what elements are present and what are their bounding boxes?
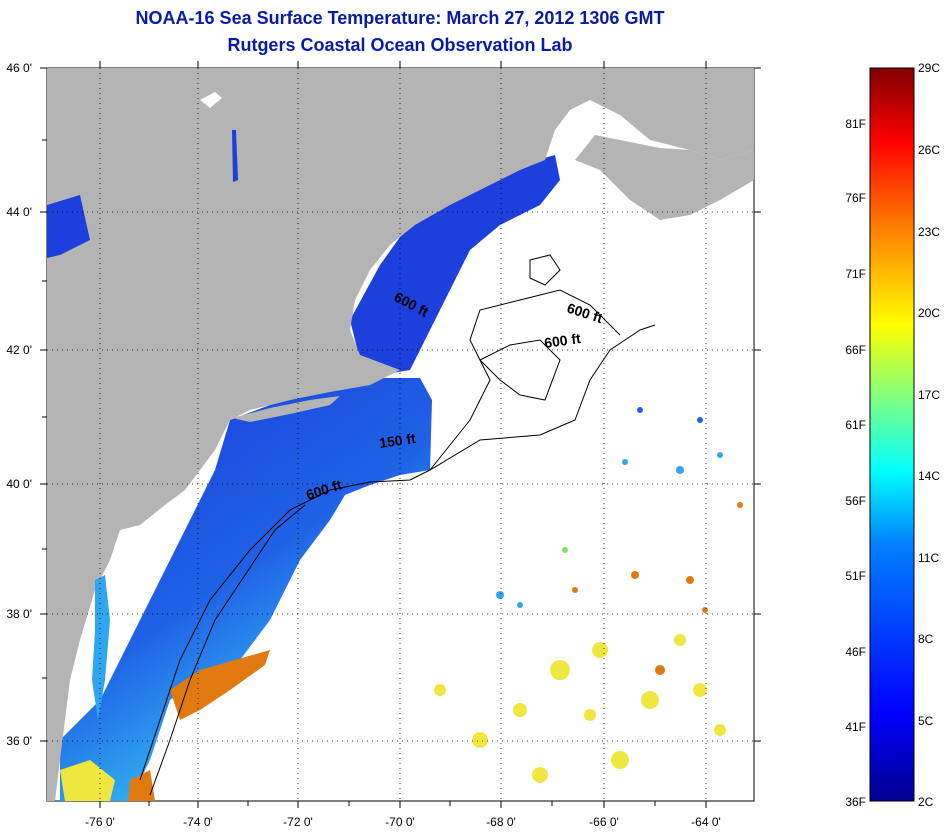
depth-contours <box>139 254 656 796</box>
celsius-label: 17C <box>918 388 940 402</box>
mid-atlantic-shelf-water <box>60 378 432 801</box>
lake-champlain <box>232 130 238 182</box>
celsius-label: 26C <box>918 143 940 157</box>
warm-nearshore-orange <box>128 770 155 801</box>
fahrenheit-label: 51F <box>845 569 866 583</box>
lon-label: -70 0' <box>385 815 415 829</box>
land-mainland <box>47 68 754 801</box>
fahrenheit-labels: 81F 76F 71F 66F 61F 56F 51F 46F 41F 36F <box>845 117 866 809</box>
fahrenheit-label: 81F <box>845 117 866 131</box>
colorbar-gradient <box>869 67 915 802</box>
fahrenheit-label: 56F <box>845 494 866 508</box>
lon-label: -76 0' <box>85 815 115 829</box>
map-title: NOAA-16 Sea Surface Temperature: March 2… <box>135 8 665 28</box>
celsius-label: 5C <box>918 714 934 728</box>
celsius-labels: 29C 26C 23C 20C 17C 14C 11C 8C 5C 2C <box>918 61 940 809</box>
offshore-sst-patches <box>434 407 743 783</box>
map-grid <box>47 68 754 801</box>
gulf-of-maine-water <box>350 155 560 375</box>
lon-label: -74 0' <box>183 815 213 829</box>
celsius-label: 29C <box>918 61 940 75</box>
celsius-label: 2C <box>918 795 934 809</box>
contour-label-3: 600 ft <box>543 330 582 351</box>
celsius-label: 23C <box>918 225 940 239</box>
warm-slope-water <box>170 650 270 720</box>
chesapeake-bay <box>92 575 110 720</box>
lat-label: 44 0' <box>6 205 32 219</box>
land-long-island <box>232 396 340 422</box>
contour-label-4: 150 ft <box>378 430 417 451</box>
land-nova-scotia <box>575 135 754 220</box>
fahrenheit-label: 41F <box>845 720 866 734</box>
fahrenheit-label: 71F <box>845 267 866 281</box>
warm-nearshore-water <box>60 760 115 801</box>
lat-label: 40 0' <box>6 477 32 491</box>
lon-label: -72 0' <box>283 815 313 829</box>
fahrenheit-label: 61F <box>845 418 866 432</box>
celsius-label: 8C <box>918 632 934 646</box>
fahrenheit-label: 36F <box>845 795 866 809</box>
fahrenheit-label: 46F <box>845 645 866 659</box>
celsius-label: 20C <box>918 306 940 320</box>
celsius-label: 14C <box>918 469 940 483</box>
axis-ticks <box>40 61 761 808</box>
celsius-label: 11C <box>918 551 939 565</box>
map-subtitle: Rutgers Coastal Ocean Observation Lab <box>227 35 573 55</box>
lake <box>200 92 222 108</box>
lat-label: 42 0' <box>6 343 32 357</box>
lon-label: -64 0' <box>691 815 721 829</box>
lon-label: -66 0' <box>589 815 619 829</box>
fahrenheit-label: 66F <box>845 343 866 357</box>
lat-label: 36 0' <box>6 734 32 748</box>
lake-west <box>47 195 90 258</box>
lat-label: 38 0' <box>6 607 32 621</box>
lat-label: 46 0' <box>6 61 32 75</box>
fahrenheit-label: 76F <box>845 191 866 205</box>
lon-label: -68 0' <box>486 815 516 829</box>
longitude-labels: -76 0' -74 0' -72 0' -70 0' -68 0' -66 0… <box>85 815 721 829</box>
latitude-labels: 46 0' 44 0' 42 0' 40 0' 38 0' 36 0' <box>6 61 32 748</box>
